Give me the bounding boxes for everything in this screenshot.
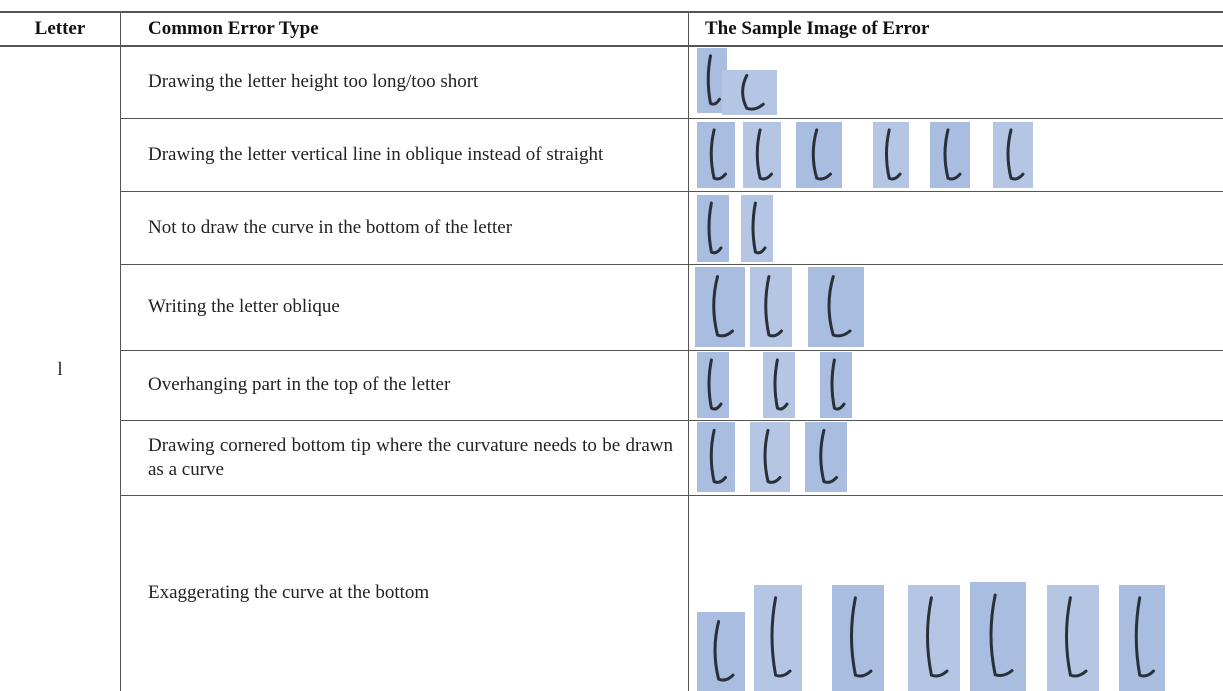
- sample-image: [805, 422, 847, 492]
- sample-image: [695, 267, 745, 347]
- header-cell: Letter: [34, 18, 86, 39]
- handwritten-stroke: [763, 428, 782, 484]
- column-rule: [120, 12, 121, 691]
- row-rule: [120, 420, 1223, 421]
- handwritten-stroke: [885, 128, 902, 181]
- header-cell: Common Error Type: [148, 18, 319, 39]
- error-type-cell: Drawing the letter vertical line in obli…: [148, 143, 604, 165]
- sample-image: [908, 585, 960, 691]
- sample-image: [808, 267, 864, 347]
- sample-image: [754, 585, 802, 691]
- handwritten-stroke: [770, 596, 792, 678]
- handwritten-stroke: [755, 128, 773, 181]
- sample-image: [697, 612, 745, 691]
- handwritten-stroke: [1065, 596, 1088, 678]
- handwritten-stroke: [773, 358, 789, 411]
- sample-image: [930, 122, 970, 188]
- row-rule: [120, 350, 1223, 351]
- sample-image: [993, 122, 1033, 188]
- handwritten-stroke: [811, 128, 832, 181]
- handwritten-stroke: [827, 275, 852, 338]
- handwritten-stroke: [709, 128, 727, 181]
- error-type-cell: Not to draw the curve in the bottom of t…: [148, 216, 513, 238]
- sample-image: [820, 352, 852, 418]
- error-type-cell: Drawing cornered bottom tip where the cu…: [148, 434, 673, 480]
- sample-image: [1119, 585, 1165, 691]
- handwritten-stroke: [712, 275, 734, 338]
- handwritten-stroke: [989, 593, 1014, 678]
- sample-image: [970, 582, 1026, 691]
- sample-image: [697, 122, 735, 188]
- handwritten-stroke: [751, 201, 767, 255]
- sample-image: [750, 267, 792, 347]
- handwritten-stroke: [943, 128, 962, 181]
- handwritten-stroke: [850, 596, 873, 678]
- sample-image: [873, 122, 909, 188]
- error-type-cell: Exaggerating the curve at the bottom: [148, 582, 430, 603]
- sample-image: [796, 122, 842, 188]
- handwritten-stroke: [1006, 128, 1025, 181]
- row-rule: [120, 495, 1223, 496]
- header-cell: The Sample Image of Error: [705, 18, 930, 39]
- sample-image: [741, 195, 773, 262]
- header-rule: [0, 45, 1223, 47]
- letter-cell: l: [57, 359, 63, 380]
- error-type-cell: Overhanging part in the top of the lette…: [148, 374, 451, 395]
- row-rule: [120, 118, 1223, 119]
- handwritten-stroke: [926, 596, 949, 678]
- handwritten-stroke: [819, 428, 838, 484]
- handwritten-stroke: [764, 275, 783, 338]
- handwritten-stroke: [706, 54, 721, 106]
- sample-image: [697, 422, 735, 492]
- sample-image: [697, 352, 729, 418]
- handwritten-stroke: [741, 73, 765, 111]
- sample-image: [832, 585, 884, 691]
- handwritten-stroke: [1134, 596, 1155, 678]
- error-type-cell: Drawing the letter height too long/too s…: [148, 70, 479, 92]
- sample-image: [1047, 585, 1099, 691]
- error-type-cell: Writing the letter oblique: [148, 296, 340, 317]
- sample-image: [743, 122, 781, 188]
- sample-image: [697, 195, 729, 262]
- row-rule: [120, 191, 1223, 192]
- handwritten-stroke: [707, 358, 723, 411]
- handwritten-stroke: [709, 428, 727, 484]
- handwritten-stroke: [707, 201, 723, 255]
- handwritten-stroke: [713, 619, 735, 682]
- column-rule: [688, 12, 689, 691]
- sample-image: [763, 352, 795, 418]
- handwritten-stroke: [830, 358, 846, 411]
- sample-image: [750, 422, 790, 492]
- row-rule: [120, 264, 1223, 265]
- table-top-rule: [0, 11, 1223, 13]
